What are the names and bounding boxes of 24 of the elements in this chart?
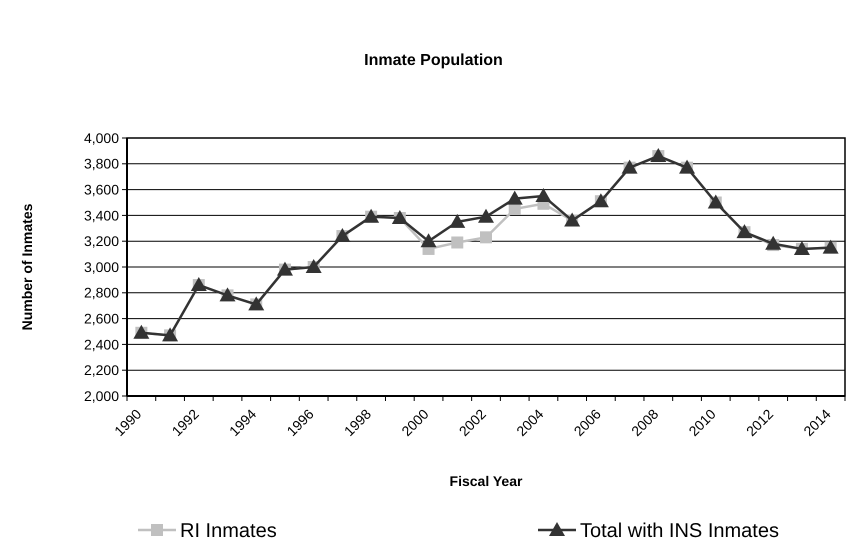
y-tick-label: 3,600 <box>84 182 120 198</box>
y-tick-label: 3,800 <box>84 156 120 172</box>
y-tick-label: 4,000 <box>84 130 120 146</box>
point <box>535 188 552 202</box>
point <box>420 233 437 248</box>
chart-title: Inmate Population <box>364 52 503 69</box>
y-axis-title: Number of Inmates <box>19 203 35 330</box>
point <box>765 236 782 250</box>
y-tick-label: 3,200 <box>84 233 120 250</box>
y-tick-label: 2,600 <box>84 310 120 326</box>
y-tick-label: 3,400 <box>84 207 120 224</box>
y-tick-label: 2,200 <box>84 362 120 378</box>
point <box>506 190 523 205</box>
point <box>480 231 492 244</box>
y-tick-label: 3,000 <box>84 258 120 275</box>
x-axis-title: Fiscal Year <box>450 473 524 489</box>
y-tick-label: 2,000 <box>84 388 120 404</box>
legend-label: Total with INS Inmates <box>580 520 779 542</box>
point <box>449 214 466 228</box>
legend-label: RI Inmates <box>180 520 277 542</box>
y-tick-label: 2,800 <box>84 284 120 301</box>
point <box>451 236 464 248</box>
point <box>478 208 494 223</box>
y-tick-label: 2,400 <box>84 336 120 352</box>
